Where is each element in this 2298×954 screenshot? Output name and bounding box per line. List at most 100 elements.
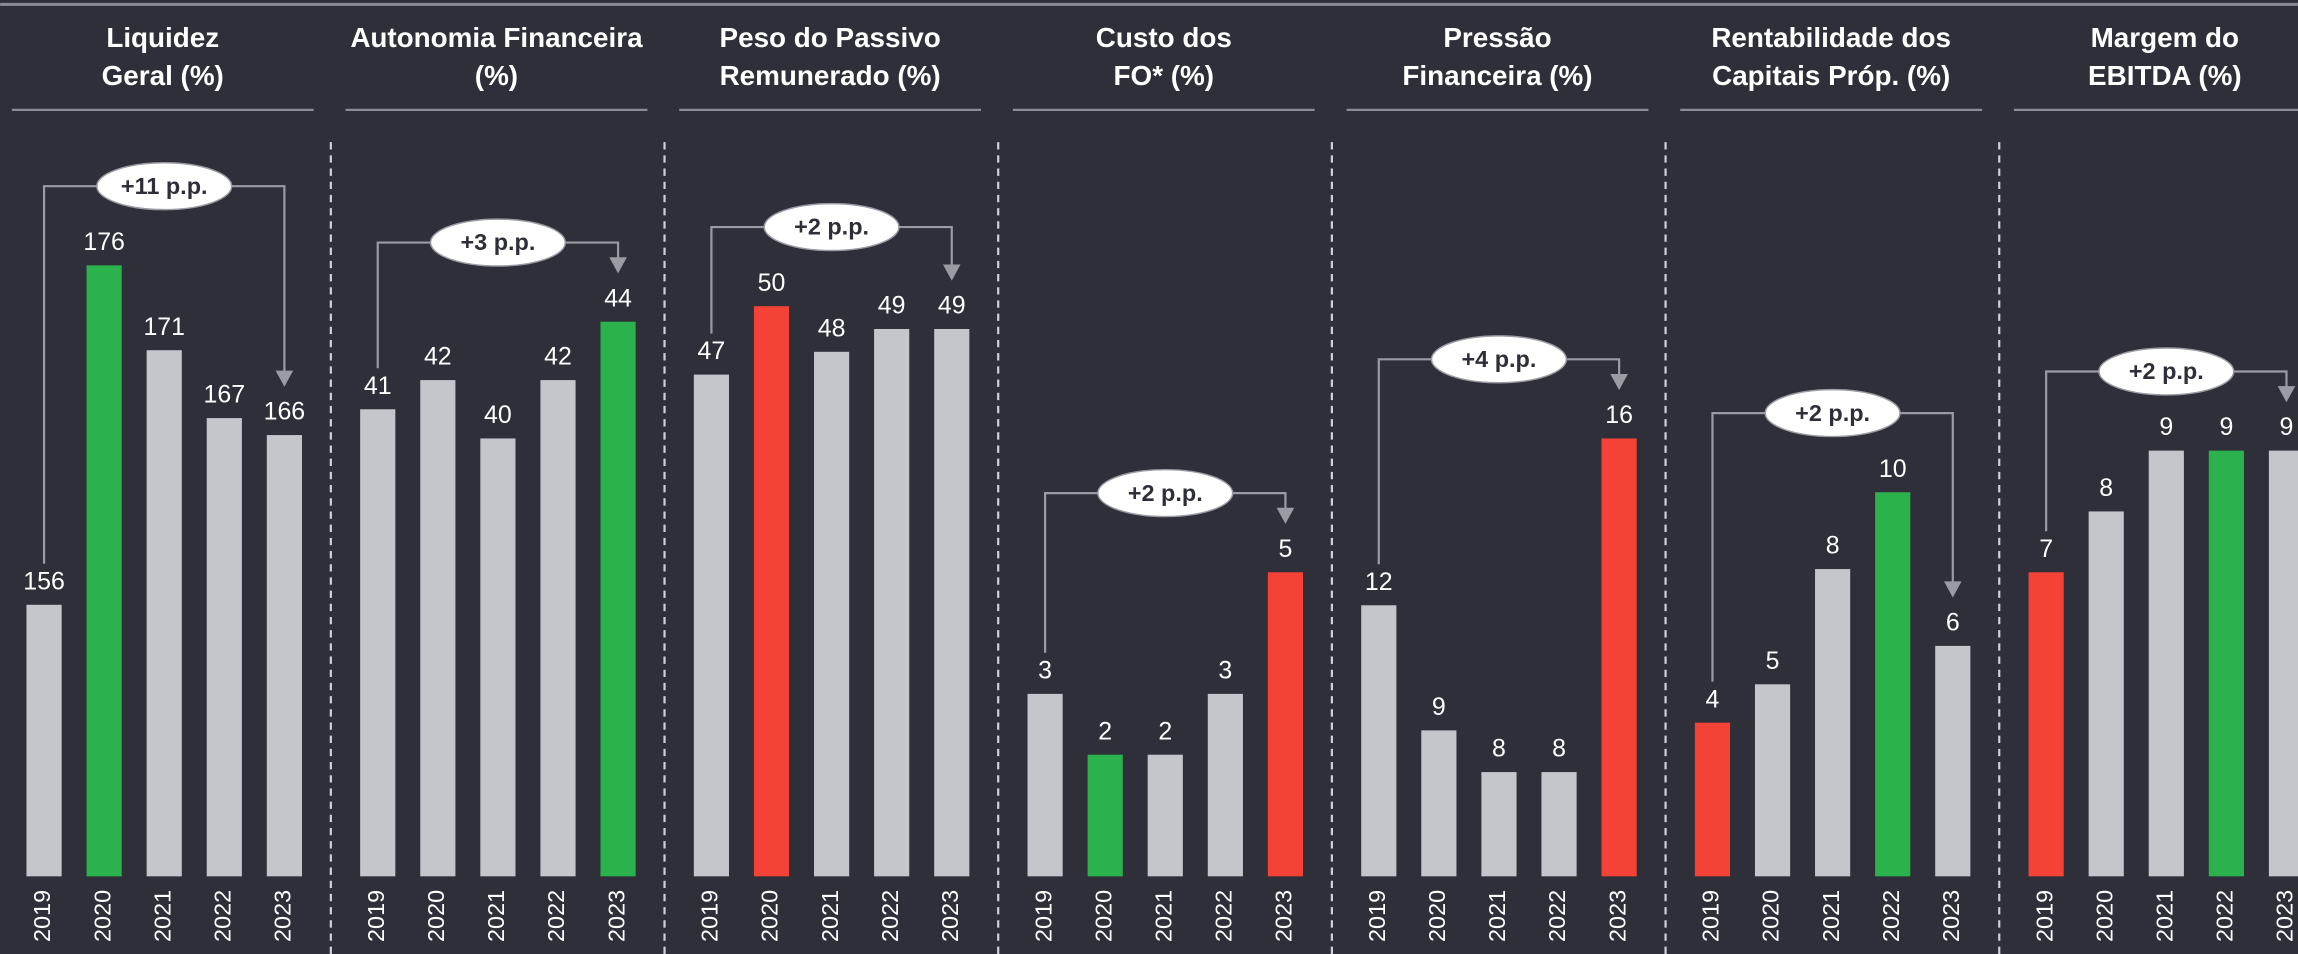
annotation-pill <box>1764 388 1901 438</box>
bar <box>266 435 302 877</box>
value-label: 3 <box>1218 656 1232 684</box>
x-tick-label: 2022 <box>1211 890 1237 942</box>
x-tick-label: 2023 <box>270 890 296 942</box>
value-label: 44 <box>604 284 632 312</box>
bar <box>86 265 122 877</box>
x-tick-label: 2020 <box>423 890 449 942</box>
bar <box>1027 693 1063 877</box>
bar <box>2268 450 2298 877</box>
chart-title: Rentabilidade dos <box>1711 22 1951 53</box>
bar <box>1694 722 1731 877</box>
bar <box>753 306 790 877</box>
value-label: 7 <box>2039 535 2053 563</box>
value-label: 9 <box>2159 413 2173 441</box>
x-tick-label: 2023 <box>1271 890 1297 942</box>
bar <box>420 380 456 877</box>
bar <box>480 438 516 877</box>
value-label: 6 <box>1946 608 1960 636</box>
value-label: 8 <box>1552 735 1566 763</box>
bar <box>814 351 850 877</box>
bar <box>1935 645 1971 877</box>
value-label: 49 <box>938 292 966 320</box>
x-tick-label: 2022 <box>877 890 903 942</box>
x-tick-label: 2023 <box>603 890 629 942</box>
bracket-arrow <box>1610 373 1628 391</box>
chart-title: Remunerado (%) <box>720 60 941 91</box>
x-tick-label: 2020 <box>89 890 115 942</box>
annotation-label: +2 p.p. <box>1795 400 1870 426</box>
bar <box>2088 511 2124 877</box>
annotation-pill <box>763 202 900 252</box>
x-tick-label: 2019 <box>697 890 723 942</box>
value-label: 8 <box>1826 532 1840 560</box>
value-label: 9 <box>1432 693 1446 721</box>
x-tick-label: 2020 <box>1090 890 1116 942</box>
bar <box>1421 730 1457 877</box>
value-label: 50 <box>758 269 786 297</box>
bar <box>1754 684 1791 877</box>
chart-title: FO* (%) <box>1114 60 1214 91</box>
chart-title: (%) <box>475 60 518 91</box>
chart-title: Liquidez <box>106 22 219 53</box>
annotation-label: +2 p.p. <box>1128 480 1203 506</box>
value-label: 47 <box>698 337 726 365</box>
x-tick-label: 2022 <box>1544 890 1570 942</box>
x-tick-label: 2019 <box>29 890 55 942</box>
bracket-arrow <box>609 257 627 274</box>
bar <box>693 374 730 877</box>
annotation-label: +4 p.p. <box>1462 346 1537 372</box>
annotation-pill <box>1430 335 1568 384</box>
annotation-pill <box>96 162 233 211</box>
bar <box>1147 754 1183 877</box>
value-label: 167 <box>204 381 246 409</box>
bracket-line <box>1377 358 1621 565</box>
bar <box>1267 572 1304 877</box>
bracket-arrow <box>1276 507 1295 524</box>
chart-title: Peso do Passivo <box>720 22 941 53</box>
value-label: 8 <box>2099 474 2113 502</box>
x-tick-label: 2022 <box>543 890 569 942</box>
annotation-pill <box>2098 347 2235 396</box>
value-label: 9 <box>2219 413 2233 441</box>
x-tick-label: 2021 <box>817 890 843 942</box>
x-tick-label: 2021 <box>2151 890 2177 942</box>
value-label: 12 <box>1365 568 1393 596</box>
bar <box>540 380 576 877</box>
bar <box>1875 492 1911 877</box>
bar <box>934 328 970 877</box>
value-label: 2 <box>1098 717 1112 745</box>
annotation-label: +2 p.p. <box>2129 358 2204 384</box>
chart-title: Custo dos <box>1096 22 1232 53</box>
chart-title: Pressão <box>1443 22 1551 53</box>
value-label: 16 <box>1605 401 1633 429</box>
bar <box>1815 569 1851 877</box>
chart-title: Financeira (%) <box>1402 60 1592 91</box>
value-label: 40 <box>484 401 512 429</box>
x-tick-label: 2022 <box>209 890 235 942</box>
value-label: 10 <box>1879 455 1907 483</box>
bar <box>146 350 182 877</box>
chart-title: Capitais Próp. (%) <box>1712 60 1950 91</box>
value-label: 5 <box>1766 647 1780 675</box>
x-tick-label: 2022 <box>1878 890 1904 942</box>
x-tick-label: 2022 <box>2212 890 2238 942</box>
bar <box>874 328 910 877</box>
x-tick-label: 2020 <box>1424 890 1450 942</box>
bar <box>1481 772 1517 877</box>
x-tick-label: 2021 <box>149 890 175 942</box>
bracket-arrow <box>1944 581 1962 598</box>
annotation-pill <box>429 218 567 267</box>
chart-title: Margem do <box>2091 22 2239 53</box>
bracket-arrow <box>2277 386 2296 403</box>
chart-title: EBITDA (%) <box>2088 60 2242 91</box>
annotation-pill <box>1097 468 1234 518</box>
x-tick-label: 2019 <box>1698 890 1724 942</box>
bar <box>600 321 636 877</box>
x-tick-label: 2020 <box>1758 890 1784 942</box>
x-tick-label: 2023 <box>2272 890 2298 942</box>
x-tick-label: 2021 <box>1484 890 1510 942</box>
bar <box>1361 605 1397 877</box>
value-label: 42 <box>544 343 572 371</box>
